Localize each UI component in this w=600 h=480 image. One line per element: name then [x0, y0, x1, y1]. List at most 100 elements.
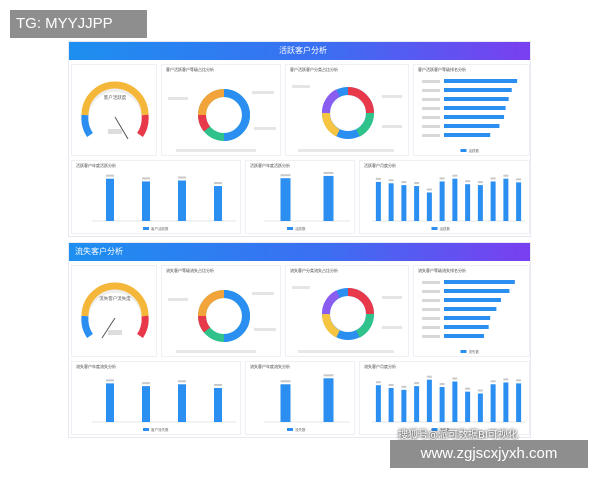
gauge-panel: 客户活跃度: [71, 64, 157, 156]
bar1-chart: 客户流失数: [92, 379, 236, 432]
bar: [214, 186, 222, 221]
gauge-needle: [114, 116, 129, 140]
hbar: [444, 79, 518, 83]
legend-label: 流失数: [440, 427, 451, 432]
dashboard-title: 活跃客户分析: [279, 46, 327, 55]
bar: [439, 387, 445, 422]
bar: [490, 181, 496, 221]
gauge-arc-red: [136, 315, 149, 338]
hbar-category-label: [422, 134, 440, 137]
bar2-title: 活跃客户年度活跃分析: [250, 163, 290, 168]
bar: [401, 389, 407, 422]
bar-value-label: [106, 379, 114, 382]
bar: [214, 387, 222, 422]
hbar-category-label: [422, 326, 440, 329]
bar-value-label: [452, 174, 458, 177]
dashboard-banner: 活跃客户分析: [69, 42, 530, 60]
donut1-title: 流失客户等级流失占比分析: [166, 268, 214, 273]
bar: [142, 181, 150, 221]
bar-value-label: [388, 383, 394, 386]
bar-value-label: [426, 188, 432, 191]
bar-value-label: [214, 383, 222, 386]
bar-value-label: [452, 377, 458, 380]
bar: [414, 386, 420, 422]
bar: [452, 381, 458, 422]
bar-value-label: [516, 379, 522, 382]
bar: [280, 178, 291, 221]
bar3-panel: 活跃客户月度分析 活跃数: [359, 160, 530, 234]
bar3-title: 流失客户月度分析: [364, 364, 396, 369]
bar-value-label: [490, 380, 496, 383]
bar-value-label: [516, 178, 522, 181]
bar-value-label: [375, 381, 381, 384]
bar: [414, 186, 420, 221]
legend-swatch: [143, 227, 149, 230]
hbar: [444, 106, 506, 110]
hbar: [444, 280, 515, 284]
bar: [426, 379, 432, 422]
sohu-watermark: 搜狐号@派可数据BI可视化: [398, 430, 518, 441]
bar: [426, 192, 432, 221]
bar-value-label: [178, 176, 186, 179]
url-label: www.zgjscxjyxh.com: [390, 440, 588, 468]
hbar: [444, 97, 509, 101]
hbar-category-label: [422, 290, 440, 293]
bar1-chart: 客户活跃数: [92, 174, 236, 231]
bar: [465, 184, 471, 221]
hbar: [444, 115, 505, 119]
bar: [503, 382, 509, 422]
bar2-panel: 活跃客户年度活跃分析 活跃数: [245, 160, 355, 234]
donut1-title: 客户活跃客户等级占比分析: [166, 67, 214, 72]
legend-swatch: [460, 149, 467, 152]
donut2-title: 客户活跃客户分类占比分析: [290, 67, 338, 72]
bar-value-label: [477, 389, 483, 392]
hbar-title: 客户活跃客户等级排名分析: [418, 67, 466, 72]
donut1-chart: [168, 290, 276, 353]
bar: [516, 383, 522, 422]
hbar: [444, 88, 512, 92]
gauge-arc-yellow: [81, 81, 149, 116]
hbar-chart: 活跃数: [422, 79, 518, 153]
bar: [465, 391, 471, 422]
dashboard-active-customers: 活跃客户分析 客户活跃度 客户活跃客户等级占比分析 客户活跃客户分类占比分析: [68, 41, 531, 237]
hbar-panel: 流失客户等级流失排名分析 流失数: [413, 265, 530, 357]
donut1-panel: 客户活跃客户等级占比分析: [161, 64, 281, 156]
bar: [477, 185, 483, 221]
legend-swatch: [287, 428, 293, 431]
legend-swatch: [431, 227, 438, 230]
bar2-chart: 流失数: [264, 374, 350, 432]
hbar: [444, 316, 491, 320]
gauge-label: 流失客户流失度: [99, 295, 131, 302]
gauge-chart: 流失客户流失度: [81, 282, 149, 339]
gauge-arc-yellow: [81, 282, 149, 317]
legend-swatch: [431, 428, 438, 431]
bar-value-label: [465, 387, 471, 390]
dashboard-banner: 流失客户分析: [69, 243, 530, 261]
bar1-title: 流失客户年度流失分析: [76, 364, 116, 369]
hbar-category-label: [422, 98, 440, 101]
hbar-category-label: [422, 281, 440, 284]
bar: [280, 384, 291, 422]
hbar-category-label: [422, 116, 440, 119]
bar3-panel: 流失客户月度分析 流失数: [359, 361, 530, 435]
bar-value-label: [401, 181, 407, 184]
bar: [323, 175, 334, 221]
dashboard-lost-customers: 流失客户分析 流失客户流失度 流失客户等级流失占比分析 流失客户分类流失占比分析: [68, 242, 531, 438]
hbar: [444, 334, 485, 338]
legend-label: 活跃数: [469, 148, 480, 153]
bar: [452, 178, 458, 221]
donut2-title: 流失客户分类流失占比分析: [290, 268, 338, 273]
hbar-category-label: [422, 317, 440, 320]
bar-value-label: [439, 177, 445, 180]
hbar: [444, 289, 510, 293]
bar: [142, 386, 150, 422]
hbar: [444, 298, 501, 302]
hbar-chart: 流失数: [422, 280, 515, 354]
gauge-value-blur: [108, 330, 122, 335]
legend-label: 活跃数: [295, 226, 306, 231]
legend-label: 客户活跃数: [151, 226, 169, 231]
legend-swatch: [143, 428, 149, 431]
bar: [401, 185, 407, 221]
bar-value-label: [323, 171, 334, 174]
legend-label: 活跃数: [440, 226, 451, 231]
